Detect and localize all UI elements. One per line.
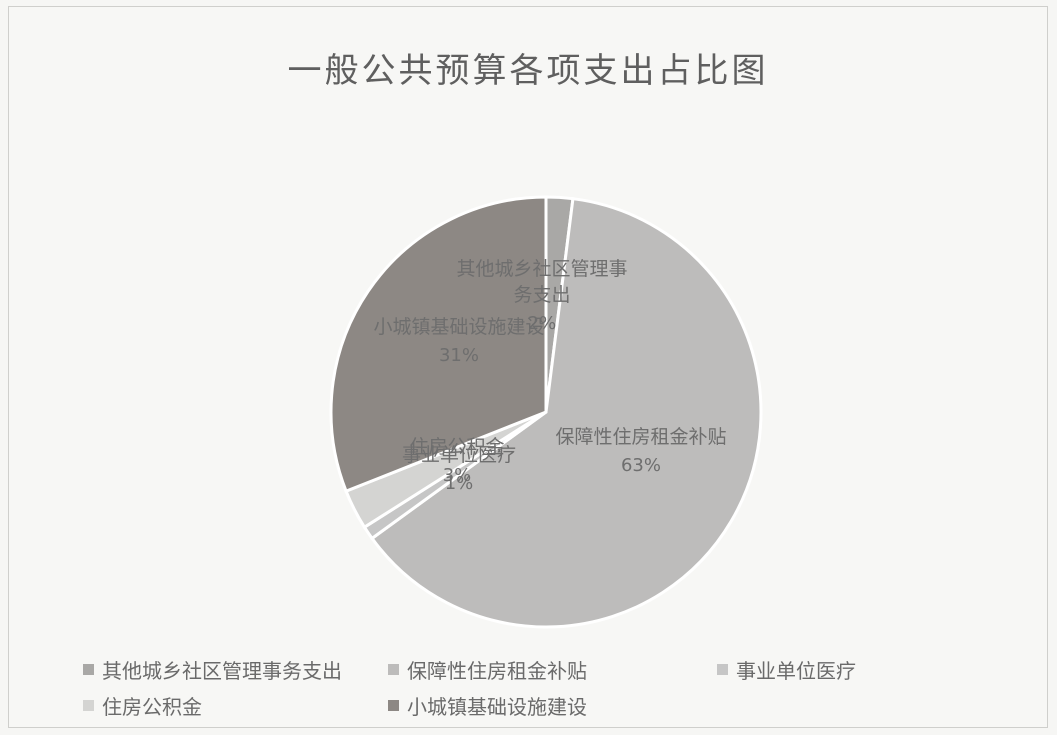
legend-item-medical: 事业单位医疗 — [717, 655, 856, 684]
legend-label: 小城镇基础设施建设 — [407, 695, 587, 719]
legend-label: 住房公积金 — [102, 695, 202, 719]
legend-swatch — [83, 700, 94, 711]
chart-area: 一般公共预算各项支出占比图 其他城乡社区管理事务支出 2% 保障性住房租金补贴 63%… — [8, 6, 1048, 728]
data-label: 住房公积金 3% — [409, 436, 504, 486]
legend-label: 保障性住房租金补贴 — [407, 659, 587, 683]
legend-item-housing-subsidy: 保障性住房租金补贴 — [388, 655, 587, 684]
legend-label: 其他城乡社区管理事务支出 — [102, 659, 342, 683]
pie-chart: 其他城乡社区管理事务支出 2% 保障性住房租金补贴 63% 事业单位医疗 1%住房公积金 3… — [329, 195, 763, 629]
legend-item-town-infrastructure: 小城镇基础设施建设 — [388, 691, 587, 720]
slice-town-infrastructure — [329, 195, 548, 494]
chart-title: 一般公共预算各项支出占比图 — [287, 51, 769, 91]
legend-label: 事业单位医疗 — [736, 659, 856, 683]
data-label: 小城镇基础设施建设 31% — [373, 316, 544, 366]
legend-item-housing-fund: 住房公积金 — [83, 691, 202, 720]
legend-item-other-community: 其他城乡社区管理事务支出 — [83, 655, 342, 684]
data-label: 事业单位医疗 1% — [402, 444, 516, 494]
legend-swatch — [717, 664, 728, 675]
legend-swatch — [388, 700, 399, 711]
legend-swatch — [388, 664, 399, 675]
slice-housing-subsidy — [369, 197, 763, 629]
legend-swatch — [83, 664, 94, 675]
data-label: 其他城乡社区管理事务支出 2% — [456, 258, 627, 334]
data-label: 保障性住房租金补贴 63% — [555, 426, 726, 476]
